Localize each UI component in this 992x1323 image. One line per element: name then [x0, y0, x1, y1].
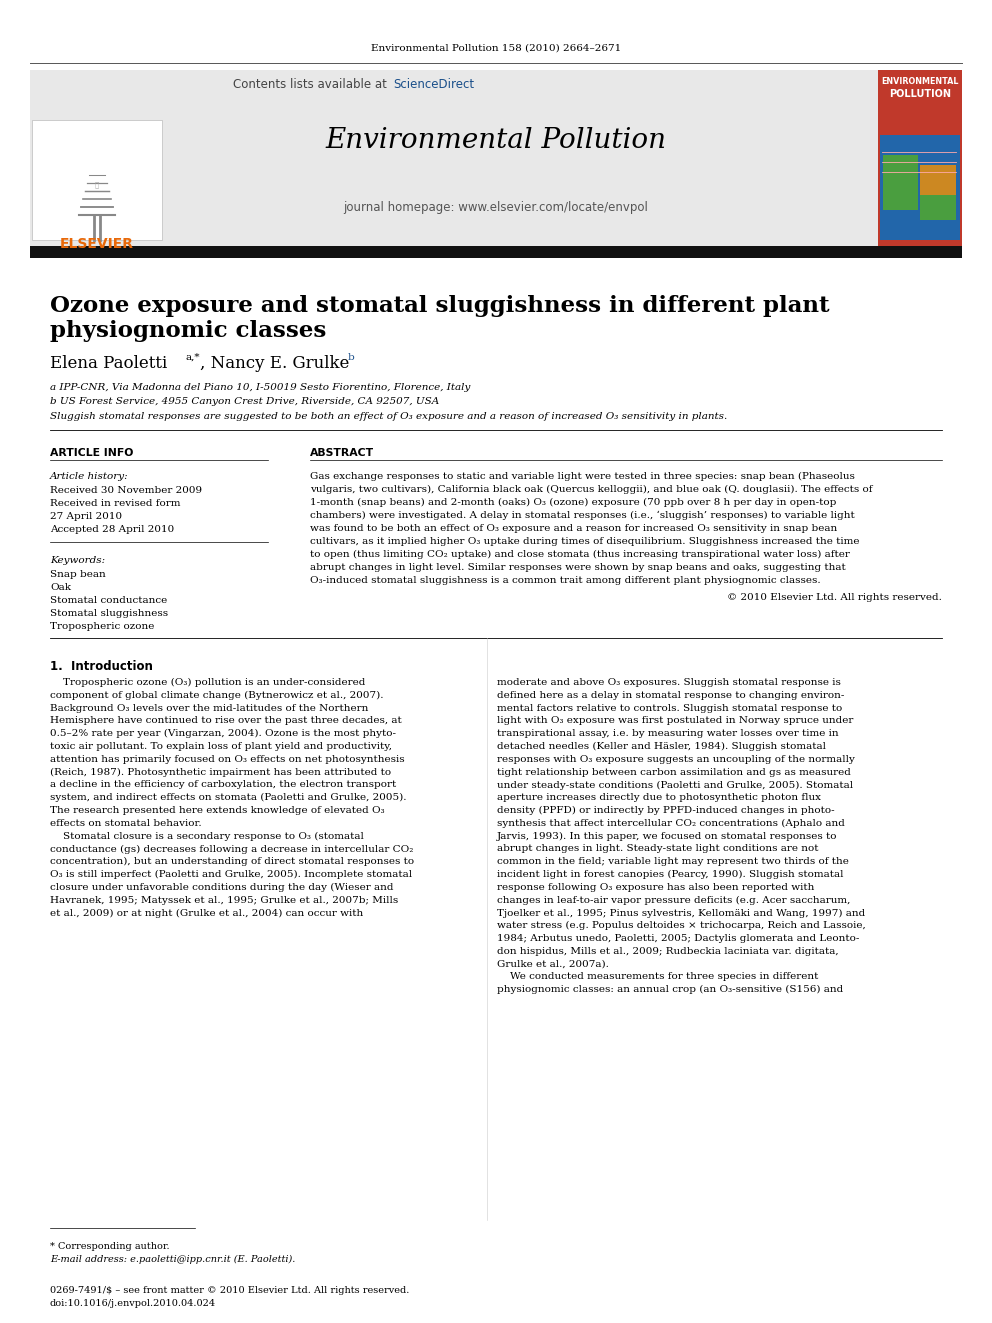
Text: transpirational assay, i.e. by measuring water losses over time in: transpirational assay, i.e. by measuring…	[497, 729, 838, 738]
Text: Stomatal conductance: Stomatal conductance	[50, 595, 168, 605]
Bar	[30, 70, 962, 247]
Text: doi:10.1016/j.envpol.2010.04.024: doi:10.1016/j.envpol.2010.04.024	[50, 1299, 216, 1308]
Text: Tropospheric ozone: Tropospheric ozone	[50, 622, 155, 631]
Text: ELSEVIER: ELSEVIER	[60, 237, 134, 251]
Text: Environmental Pollution: Environmental Pollution	[325, 127, 667, 153]
Text: toxic air pollutant. To explain loss of plant yield and productivity,: toxic air pollutant. To explain loss of …	[50, 742, 392, 751]
Text: E-mail address: e.paoletti@ipp.cnr.it (E. Paoletti).: E-mail address: e.paoletti@ipp.cnr.it (E…	[50, 1256, 296, 1263]
Text: physiognomic classes: physiognomic classes	[50, 320, 326, 343]
Text: vulgaris, two cultivars), California black oak (Quercus kelloggii), and blue oak: vulgaris, two cultivars), California bla…	[310, 486, 873, 493]
Text: cultivars, as it implied higher O₃ uptake during times of disequilibrium. Sluggi: cultivars, as it implied higher O₃ uptak…	[310, 537, 859, 546]
Text: ENVIRONMENTAL: ENVIRONMENTAL	[881, 78, 958, 86]
Text: conductance (gs) decreases following a decrease in intercellular CO₂: conductance (gs) decreases following a d…	[50, 844, 414, 853]
Text: 0.5–2% rate per year (Vingarzan, 2004). Ozone is the most phyto-: 0.5–2% rate per year (Vingarzan, 2004). …	[50, 729, 396, 738]
Text: moderate and above O₃ exposures. Sluggish stomatal response is: moderate and above O₃ exposures. Sluggis…	[497, 677, 841, 687]
Text: Havranek, 1995; Matyssek et al., 1995; Grulke et al., 2007b; Mills: Havranek, 1995; Matyssek et al., 1995; G…	[50, 896, 398, 905]
Text: Ozone exposure and stomatal sluggishness in different plant: Ozone exposure and stomatal sluggishness…	[50, 295, 829, 318]
Text: Hemisphere have continued to rise over the past three decades, at: Hemisphere have continued to rise over t…	[50, 716, 402, 725]
Text: component of global climate change (Bytnerowicz et al., 2007).: component of global climate change (Bytn…	[50, 691, 384, 700]
Text: tight relationship between carbon assimilation and gs as measured: tight relationship between carbon assimi…	[497, 767, 851, 777]
Text: changes in leaf-to-air vapor pressure deficits (e.g. Acer saccharum,: changes in leaf-to-air vapor pressure de…	[497, 896, 850, 905]
Text: closure under unfavorable conditions during the day (Wieser and: closure under unfavorable conditions dur…	[50, 882, 394, 892]
Text: * Corresponding author.: * Corresponding author.	[50, 1242, 170, 1252]
Text: a,*: a,*	[185, 353, 199, 363]
Text: Environmental Pollution 158 (2010) 2664–2671: Environmental Pollution 158 (2010) 2664–…	[371, 44, 621, 53]
Text: Grulke et al., 2007a).: Grulke et al., 2007a).	[497, 959, 609, 968]
Text: attention has primarily focused on O₃ effects on net photosynthesis: attention has primarily focused on O₃ ef…	[50, 755, 405, 763]
Text: © 2010 Elsevier Ltd. All rights reserved.: © 2010 Elsevier Ltd. All rights reserved…	[727, 593, 942, 602]
Text: 27 April 2010: 27 April 2010	[50, 512, 122, 521]
Text: synthesis that affect intercellular CO₂ concentrations (Aphalo and: synthesis that affect intercellular CO₂ …	[497, 819, 845, 828]
Text: was found to be both an effect of O₃ exposure and a reason for increased O₃ sens: was found to be both an effect of O₃ exp…	[310, 524, 837, 533]
Bar	[920, 165, 956, 194]
Bar	[32, 120, 162, 239]
Text: Sluggish stomatal responses are suggested to be both an effect of O₃ exposure an: Sluggish stomatal responses are suggeste…	[50, 411, 727, 421]
Text: 1-month (snap beans) and 2-month (oaks) O₃ (ozone) exposure (70 ppb over 8 h per: 1-month (snap beans) and 2-month (oaks) …	[310, 497, 836, 507]
Text: Jarvis, 1993). In this paper, we focused on stomatal responses to: Jarvis, 1993). In this paper, we focused…	[497, 832, 837, 840]
Text: 0269-7491/$ – see front matter © 2010 Elsevier Ltd. All rights reserved.: 0269-7491/$ – see front matter © 2010 El…	[50, 1286, 410, 1295]
Text: O₃ is still imperfect (Paoletti and Grulke, 2005). Incomplete stomatal: O₃ is still imperfect (Paoletti and Grul…	[50, 871, 412, 878]
Text: concentration), but an understanding of direct stomatal responses to: concentration), but an understanding of …	[50, 857, 414, 867]
Text: chambers) were investigated. A delay in stomatal responses (i.e., ‘sluggish’ res: chambers) were investigated. A delay in …	[310, 511, 855, 520]
Text: b US Forest Service, 4955 Canyon Crest Drive, Riverside, CA 92507, USA: b US Forest Service, 4955 Canyon Crest D…	[50, 397, 439, 406]
Text: Stomatal sluggishness: Stomatal sluggishness	[50, 609, 168, 618]
Text: , Nancy E. Grulke: , Nancy E. Grulke	[200, 355, 354, 372]
Text: responses with O₃ exposure suggests an uncoupling of the normally: responses with O₃ exposure suggests an u…	[497, 755, 855, 763]
Text: O₃-induced stomatal sluggishness is a common trait among different plant physiog: O₃-induced stomatal sluggishness is a co…	[310, 576, 820, 585]
Text: 1.  Introduction: 1. Introduction	[50, 660, 153, 673]
Text: mental factors relative to controls. Sluggish stomatal response to: mental factors relative to controls. Slu…	[497, 704, 842, 713]
Text: journal homepage: www.elsevier.com/locate/envpol: journal homepage: www.elsevier.com/locat…	[343, 201, 649, 214]
Text: Background O₃ levels over the mid-latitudes of the Northern: Background O₃ levels over the mid-latitu…	[50, 704, 368, 713]
Text: Keywords:: Keywords:	[50, 556, 105, 565]
Text: Gas exchange responses to static and variable light were tested in three species: Gas exchange responses to static and var…	[310, 472, 855, 482]
Text: Elena Paoletti: Elena Paoletti	[50, 355, 173, 372]
Bar	[920, 180, 956, 220]
Text: Oak: Oak	[50, 583, 71, 591]
Text: a IPP-CNR, Via Madonna del Piano 10, I-50019 Sesto Fiorentino, Florence, Italy: a IPP-CNR, Via Madonna del Piano 10, I-5…	[50, 382, 470, 392]
Text: don hispidus, Mills et al., 2009; Rudbeckia laciniata var. digitata,: don hispidus, Mills et al., 2009; Rudbec…	[497, 947, 838, 955]
Text: water stress (e.g. Populus deltoides × trichocarpa, Reich and Lassoie,: water stress (e.g. Populus deltoides × t…	[497, 921, 866, 930]
Text: density (PPFD) or indirectly by PPFD-induced changes in photo-: density (PPFD) or indirectly by PPFD-ind…	[497, 806, 834, 815]
Text: Accepted 28 April 2010: Accepted 28 April 2010	[50, 525, 175, 534]
Text: b: b	[348, 353, 355, 363]
Text: We conducted measurements for three species in different: We conducted measurements for three spec…	[497, 972, 818, 982]
Text: Snap bean: Snap bean	[50, 570, 106, 579]
Text: Received 30 November 2009: Received 30 November 2009	[50, 486, 202, 495]
Text: system, and indirect effects on stomata (Paoletti and Grulke, 2005).: system, and indirect effects on stomata …	[50, 794, 407, 802]
Text: The research presented here extends knowledge of elevated O₃: The research presented here extends know…	[50, 806, 385, 815]
Text: abrupt changes in light level. Similar responses were shown by snap beans and oa: abrupt changes in light level. Similar r…	[310, 564, 846, 572]
Text: ScienceDirect: ScienceDirect	[393, 78, 474, 91]
Text: detached needles (Keller and Häsler, 1984). Sluggish stomatal: detached needles (Keller and Häsler, 198…	[497, 742, 826, 751]
Text: Received in revised form: Received in revised form	[50, 499, 181, 508]
Text: physiognomic classes: an annual crop (an O₃-sensitive (S156) and: physiognomic classes: an annual crop (an…	[497, 986, 843, 995]
Text: Tropospheric ozone (O₃) pollution is an under-considered: Tropospheric ozone (O₃) pollution is an …	[50, 677, 365, 687]
Text: Stomatal closure is a secondary response to O₃ (stomatal: Stomatal closure is a secondary response…	[50, 832, 364, 840]
Text: ARTICLE INFO: ARTICLE INFO	[50, 448, 133, 458]
Text: light with O₃ exposure was first postulated in Norway spruce under: light with O₃ exposure was first postula…	[497, 716, 853, 725]
Text: 1984; Arbutus unedo, Paoletti, 2005; Dactylis glomerata and Leonto-: 1984; Arbutus unedo, Paoletti, 2005; Dac…	[497, 934, 859, 943]
Text: under steady-state conditions (Paoletti and Grulke, 2005). Stomatal: under steady-state conditions (Paoletti …	[497, 781, 853, 790]
Text: effects on stomatal behavior.: effects on stomatal behavior.	[50, 819, 201, 828]
Text: incident light in forest canopies (Pearcy, 1990). Sluggish stomatal: incident light in forest canopies (Pearc…	[497, 871, 843, 878]
Text: response following O₃ exposure has also been reported with: response following O₃ exposure has also …	[497, 882, 814, 892]
Text: common in the field; variable light may represent two thirds of the: common in the field; variable light may …	[497, 857, 849, 867]
Bar	[880, 135, 960, 239]
Text: abrupt changes in light. Steady-state light conditions are not: abrupt changes in light. Steady-state li…	[497, 844, 818, 853]
Text: et al., 2009) or at night (Grulke et al., 2004) can occur with: et al., 2009) or at night (Grulke et al.…	[50, 909, 363, 918]
Text: defined here as a delay in stomatal response to changing environ-: defined here as a delay in stomatal resp…	[497, 691, 844, 700]
Bar	[878, 70, 962, 247]
Bar	[30, 246, 962, 258]
Text: to open (thus limiting CO₂ uptake) and close stomata (thus increasing transpirat: to open (thus limiting CO₂ uptake) and c…	[310, 550, 850, 560]
Text: ABSTRACT: ABSTRACT	[310, 448, 374, 458]
Text: Tjoelker et al., 1995; Pinus sylvestris, Kellomäki and Wang, 1997) and: Tjoelker et al., 1995; Pinus sylvestris,…	[497, 909, 865, 918]
Text: Article history:: Article history:	[50, 472, 129, 482]
Text: a decline in the efficiency of carboxylation, the electron transport: a decline in the efficiency of carboxyla…	[50, 781, 396, 790]
Bar	[883, 155, 918, 210]
Text: (Reich, 1987). Photosynthetic impairment has been attributed to: (Reich, 1987). Photosynthetic impairment…	[50, 767, 391, 777]
Text: Contents lists available at: Contents lists available at	[233, 78, 391, 91]
Text: POLLUTION: POLLUTION	[889, 89, 951, 99]
Text: ⬛: ⬛	[95, 181, 99, 188]
Text: aperture increases directly due to photosynthetic photon flux: aperture increases directly due to photo…	[497, 794, 821, 802]
